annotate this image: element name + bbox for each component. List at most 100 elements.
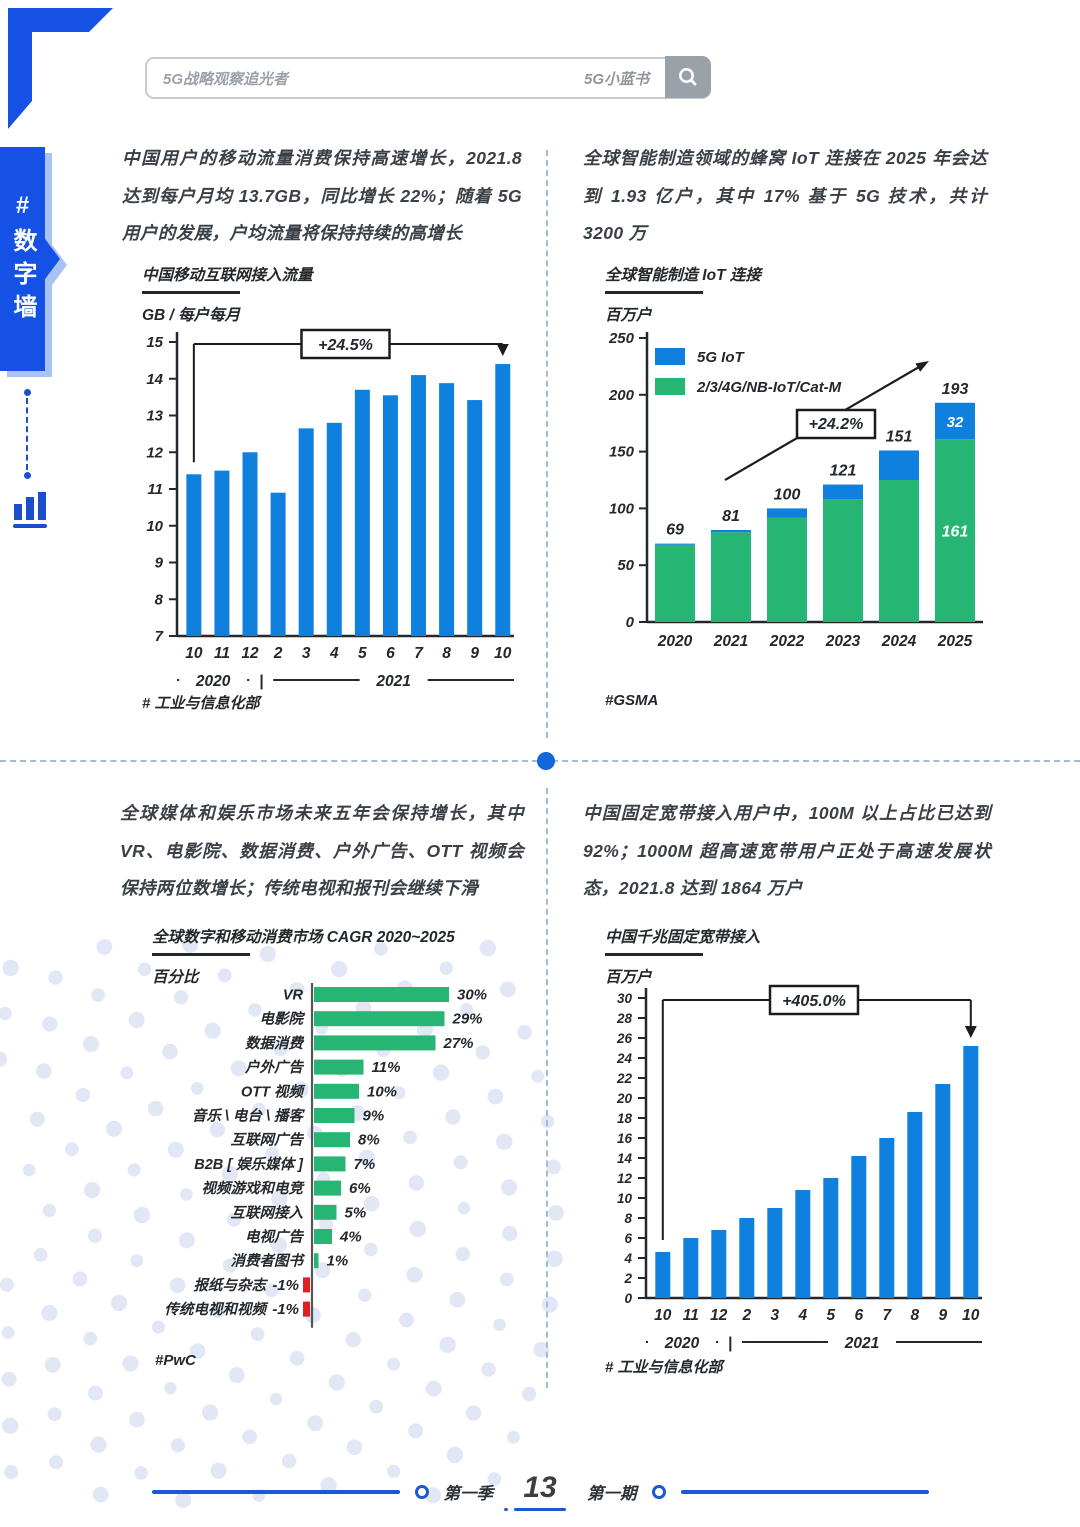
svg-text:4%: 4% (339, 1229, 362, 1246)
svg-text:161: 161 (942, 524, 969, 541)
svg-text:2020: 2020 (195, 673, 231, 690)
chart-unit: 百万户 (605, 968, 652, 986)
title-underline (605, 953, 703, 956)
divider-center-dot (537, 752, 555, 770)
svg-text:10: 10 (617, 1191, 633, 1206)
svg-text:6%: 6% (349, 1180, 371, 1197)
china-mobile-traffic-chart: +24.5% 7 8 9 10 11 12 13 14 15 10 11 12 2 3 4 5 6 7 8 9 10 202… (146, 328, 514, 690)
svg-text:5G IoT: 5G IoT (697, 349, 746, 366)
svg-text:互联网接入: 互联网接入 (231, 1204, 304, 1221)
magnifier-icon (679, 68, 697, 86)
svg-text:2022: 2022 (769, 633, 805, 650)
media-cagr-chart: VR 30% 电影院 29% 数据消费 27% 户外广告 11% OTT 视频 10% 音乐 \ 电… (165, 983, 487, 1328)
svg-text:2: 2 (741, 1307, 751, 1324)
svg-text:8: 8 (624, 1211, 632, 1226)
svg-text:2020: 2020 (657, 633, 693, 650)
footer-line-left (151, 1490, 400, 1494)
svg-text:6: 6 (624, 1231, 632, 1246)
title-underline (142, 291, 240, 294)
chart-header-mobile-traffic: 中国移动互联网接入流量 GB / 每户每月 (142, 263, 313, 325)
svg-text:7: 7 (882, 1307, 892, 1324)
svg-text:5%: 5% (345, 1204, 367, 1221)
chart-unit: 百万户 (605, 306, 652, 324)
chart-header-broadband: 中国千兆固定宽带接入 百万户 (605, 925, 760, 987)
chart-unit: GB / 每户每月 (142, 306, 241, 324)
svg-text:14: 14 (617, 1151, 633, 1166)
svg-text:69: 69 (666, 522, 684, 539)
search-tag-label: 5G小蓝书 (583, 70, 649, 88)
svg-text:9: 9 (938, 1307, 947, 1324)
svg-text:10: 10 (494, 645, 512, 662)
paragraph-broadband: 中国固定宽带接入用户中，100M 以上占比已达到 92%；1000M 超高速宽带… (583, 803, 991, 899)
connector-dot-top (24, 389, 31, 396)
svg-text:121: 121 (830, 463, 857, 480)
svg-text:12: 12 (710, 1307, 728, 1324)
svg-text:11%: 11% (372, 1059, 401, 1076)
svg-text:10: 10 (146, 518, 163, 535)
svg-text:|: | (259, 673, 263, 690)
svg-text:3: 3 (770, 1307, 779, 1324)
svg-text:18: 18 (617, 1111, 633, 1126)
bar-chart-icon (13, 492, 47, 528)
svg-text:13: 13 (146, 408, 163, 425)
chart-header-iot: 全球智能制造 IoT 连接 百万户 (605, 263, 761, 325)
svg-text:28: 28 (616, 1011, 633, 1026)
svg-text:10: 10 (185, 645, 203, 662)
svg-text:5: 5 (358, 645, 367, 662)
footer-ring-right (651, 1485, 666, 1499)
footer-line-right (680, 1490, 929, 1494)
chart-source-miit: # 工业与信息化部 (142, 695, 260, 712)
svg-text:4: 4 (797, 1307, 807, 1324)
svg-text:报纸与杂志: 报纸与杂志 (194, 1277, 269, 1294)
section-banner: #数字墙 (0, 147, 68, 379)
svg-text:24: 24 (616, 1051, 633, 1066)
svg-text:12: 12 (617, 1171, 633, 1186)
svg-text:-1%: -1% (272, 1301, 299, 1318)
svg-text:9: 9 (155, 555, 164, 572)
global-iot-connections-chart: +24.2% 0 50 100 150 200 250 69 2020 81 2021 100 2022… (608, 330, 983, 650)
svg-text:9%: 9% (363, 1108, 385, 1125)
paragraph-mobile-traffic: 中国用户的移动流量消费保持高速增长，2021.8 达到每户月均 13.7GB，同… (122, 148, 522, 244)
chart-source-gsma: #GSMA (605, 692, 659, 709)
svg-text:4: 4 (623, 1251, 632, 1266)
chart-source-pwc: #PwC (155, 1352, 196, 1369)
page-footer: 第一季 13 第一期 (0, 1473, 1080, 1511)
svg-text:-1%: -1% (272, 1277, 299, 1294)
svg-text:6: 6 (386, 645, 395, 662)
search-input[interactable]: 5G战略观察追光者 (163, 70, 289, 88)
svg-text:15: 15 (146, 334, 163, 351)
svg-text:11: 11 (147, 481, 163, 498)
svg-text:30: 30 (617, 991, 633, 1006)
svg-text:OTT 视频: OTT 视频 (241, 1083, 306, 1100)
svg-text:100: 100 (774, 486, 801, 503)
paragraph-media-market: 全球媒体和娱乐市场未来五年会保持增长，其中 VR、电影院、数据消费、户外广告、O… (120, 803, 524, 899)
svg-text:0: 0 (624, 1291, 632, 1306)
svg-text:2021: 2021 (713, 633, 748, 650)
footer-page: 13 (504, 1473, 566, 1511)
svg-text:12: 12 (241, 645, 259, 662)
svg-text:1%: 1% (327, 1253, 349, 1270)
svg-text:7: 7 (414, 645, 424, 662)
svg-text:8%: 8% (358, 1132, 380, 1149)
svg-text:2023: 2023 (825, 633, 861, 650)
vertical-divider-bottom (546, 788, 548, 1388)
svg-text:电影院: 电影院 (260, 1011, 306, 1028)
svg-text:29%: 29% (452, 1011, 483, 1028)
background-dots-pattern (0, 937, 564, 1508)
svg-text:30%: 30% (457, 987, 487, 1004)
connector-dot-bottom (24, 472, 31, 479)
corner-ribbon-icon (8, 8, 113, 129)
svg-text:数据消费: 数据消费 (245, 1035, 304, 1052)
svg-text:7: 7 (155, 628, 164, 645)
chart-title: 中国移动互联网接入流量 (142, 267, 313, 284)
search-bar[interactable]: 5G战略观察追光者 5G小蓝书 (145, 56, 711, 99)
svg-text:3: 3 (302, 645, 311, 662)
svg-text:10: 10 (654, 1307, 672, 1324)
svg-text:8: 8 (155, 591, 164, 608)
svg-text:7%: 7% (354, 1156, 376, 1173)
search-button[interactable] (665, 56, 711, 98)
svg-text:100: 100 (609, 500, 635, 517)
svg-text:8: 8 (910, 1307, 919, 1324)
chart-title: 全球数字和移动消费市场 CAGR 2020~2025 (152, 929, 455, 946)
svg-text:250: 250 (608, 330, 635, 347)
